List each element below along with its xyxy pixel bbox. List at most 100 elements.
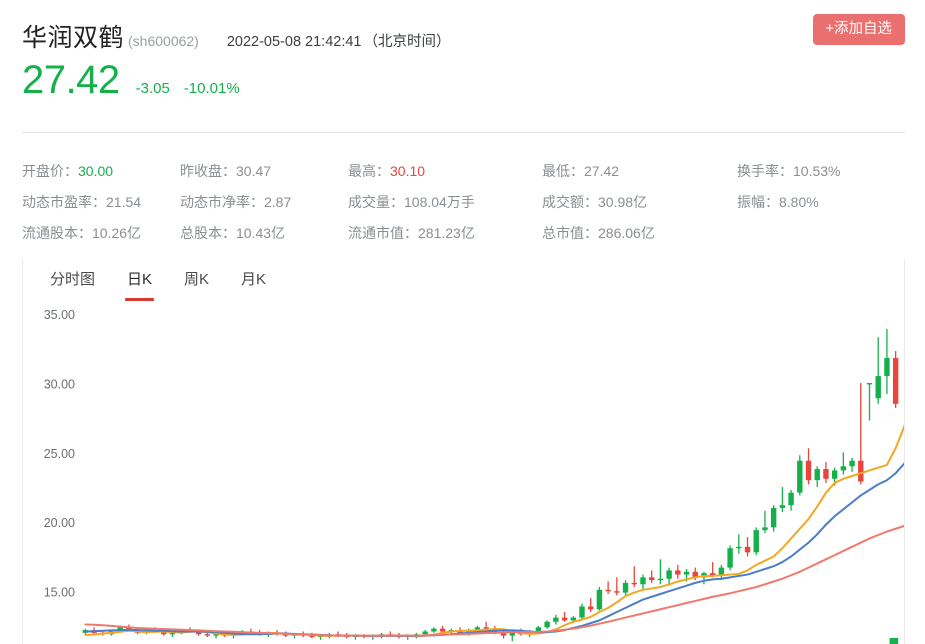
stat-item: 振幅：8.80% <box>737 191 905 213</box>
stat-value: 281.23亿 <box>418 225 475 241</box>
candlestick <box>840 452 847 475</box>
stat-label: 开盘价： <box>22 163 78 179</box>
candle-body <box>509 632 515 636</box>
candle-body <box>858 460 864 482</box>
candlestick <box>788 489 794 511</box>
candle-body <box>648 577 655 581</box>
candle-body <box>431 628 437 632</box>
stat-value: 10.53% <box>793 163 841 179</box>
stat-label: 换手率： <box>737 163 793 179</box>
candlestick <box>797 455 803 496</box>
stat-item: 最低：27.42 <box>542 160 737 182</box>
stat-label: 成交量： <box>348 194 404 210</box>
candle-body <box>892 358 899 404</box>
candlestick <box>858 383 864 485</box>
candle-body <box>814 469 820 481</box>
stock-title-row: 华润双鹤 (sh600062) 2022-05-08 21:42:41 （北京时… <box>22 18 451 54</box>
stat-value: 27.42 <box>584 163 620 179</box>
candlestick <box>770 505 777 532</box>
tab-daily-k[interactable]: 日K <box>111 259 168 301</box>
candle-body <box>474 627 481 631</box>
stat-item: 流通股本：10.26亿 <box>22 222 180 244</box>
candle-body <box>579 606 585 618</box>
quote-header: 华润双鹤 (sh600062) 2022-05-08 21:42:41 （北京时… <box>22 0 905 133</box>
current-price: 27.42 <box>22 58 120 102</box>
header-divider <box>22 132 905 133</box>
candle-body <box>605 589 611 592</box>
add-to-watchlist-button[interactable]: +添加自选 <box>812 14 905 45</box>
stat-value: 286.06亿 <box>598 225 655 241</box>
stat-label: 动态市净率： <box>180 194 264 210</box>
candle-body <box>596 589 603 610</box>
candlestick <box>553 614 559 625</box>
stat-label: 振幅： <box>737 194 779 210</box>
candle-body <box>439 628 446 632</box>
stat-label: 昨收盘： <box>180 163 236 179</box>
tab-monthly-k[interactable]: 月K <box>241 271 267 288</box>
candle-body <box>753 530 759 553</box>
candle-body <box>683 571 690 575</box>
candle-body <box>788 492 794 506</box>
stat-label: 总市值： <box>542 225 598 241</box>
candlestick <box>648 570 655 583</box>
candle-body <box>736 546 742 549</box>
candle-body <box>675 570 681 575</box>
stat-value: 10.26亿 <box>92 225 142 241</box>
quote-timezone: （北京时间） <box>363 34 451 50</box>
ma-line-ma5 <box>84 424 904 638</box>
candle-body <box>727 548 733 568</box>
stat-label: 流通股本： <box>22 225 92 241</box>
candlestick <box>814 466 820 488</box>
candle-body <box>640 577 646 585</box>
tab-weekly-k[interactable]: 周K <box>184 271 210 288</box>
candle-body <box>309 635 315 638</box>
candle-body <box>553 617 559 622</box>
stat-value: 108.04万手 <box>404 194 475 210</box>
stat-item: 动态市盈率：21.54 <box>22 191 180 213</box>
candlestick <box>640 574 646 590</box>
stat-value: 21.54 <box>106 194 142 210</box>
y-axis-tick-label: 20.00 <box>44 516 75 530</box>
stat-value: 30.10 <box>390 163 426 179</box>
stat-item: 成交量：108.04万手 <box>348 191 542 213</box>
candle-body <box>692 571 698 578</box>
candle-body <box>884 358 890 377</box>
stat-value: 8.80% <box>779 194 819 210</box>
candle-body <box>561 617 568 621</box>
stat-item: 成交额：30.98亿 <box>542 191 737 213</box>
ma-line-ma20 <box>84 525 904 637</box>
stat-item: 动态市净率：2.87 <box>180 191 348 213</box>
volume-bar <box>889 638 899 644</box>
stat-item: 开盘价：30.00 <box>22 160 180 182</box>
candle-body <box>823 469 829 479</box>
candlestick <box>701 571 707 585</box>
candle-body <box>631 582 637 585</box>
candlestick <box>849 457 855 472</box>
candlestick <box>544 620 550 629</box>
candle-body <box>779 505 786 508</box>
y-axis-tick-label: 15.00 <box>44 586 75 600</box>
candlestick <box>579 603 585 619</box>
chart-tabbar: 分时图 日K 周K 月K <box>23 259 904 301</box>
stat-value: 10.43亿 <box>236 225 286 241</box>
candle-body <box>849 460 855 467</box>
quote-timestamp: 2022-05-08 21:42:41 <box>226 34 362 50</box>
candle-body <box>483 627 489 629</box>
candle-body <box>709 573 716 576</box>
candle-body <box>770 507 777 528</box>
stat-label: 流通市值： <box>348 225 418 241</box>
y-axis-tick-label: 35.00 <box>44 308 75 322</box>
stat-value: 30.00 <box>78 163 114 179</box>
ma-line-ma10 <box>84 462 904 637</box>
tab-intraday[interactable]: 分时图 <box>50 271 96 288</box>
candle-body <box>535 627 542 632</box>
candlestick <box>753 527 759 556</box>
candlestick <box>622 580 629 597</box>
candlestick <box>561 612 568 622</box>
candle-body <box>213 634 219 636</box>
candlestick <box>744 537 751 557</box>
candlestick <box>431 627 437 633</box>
